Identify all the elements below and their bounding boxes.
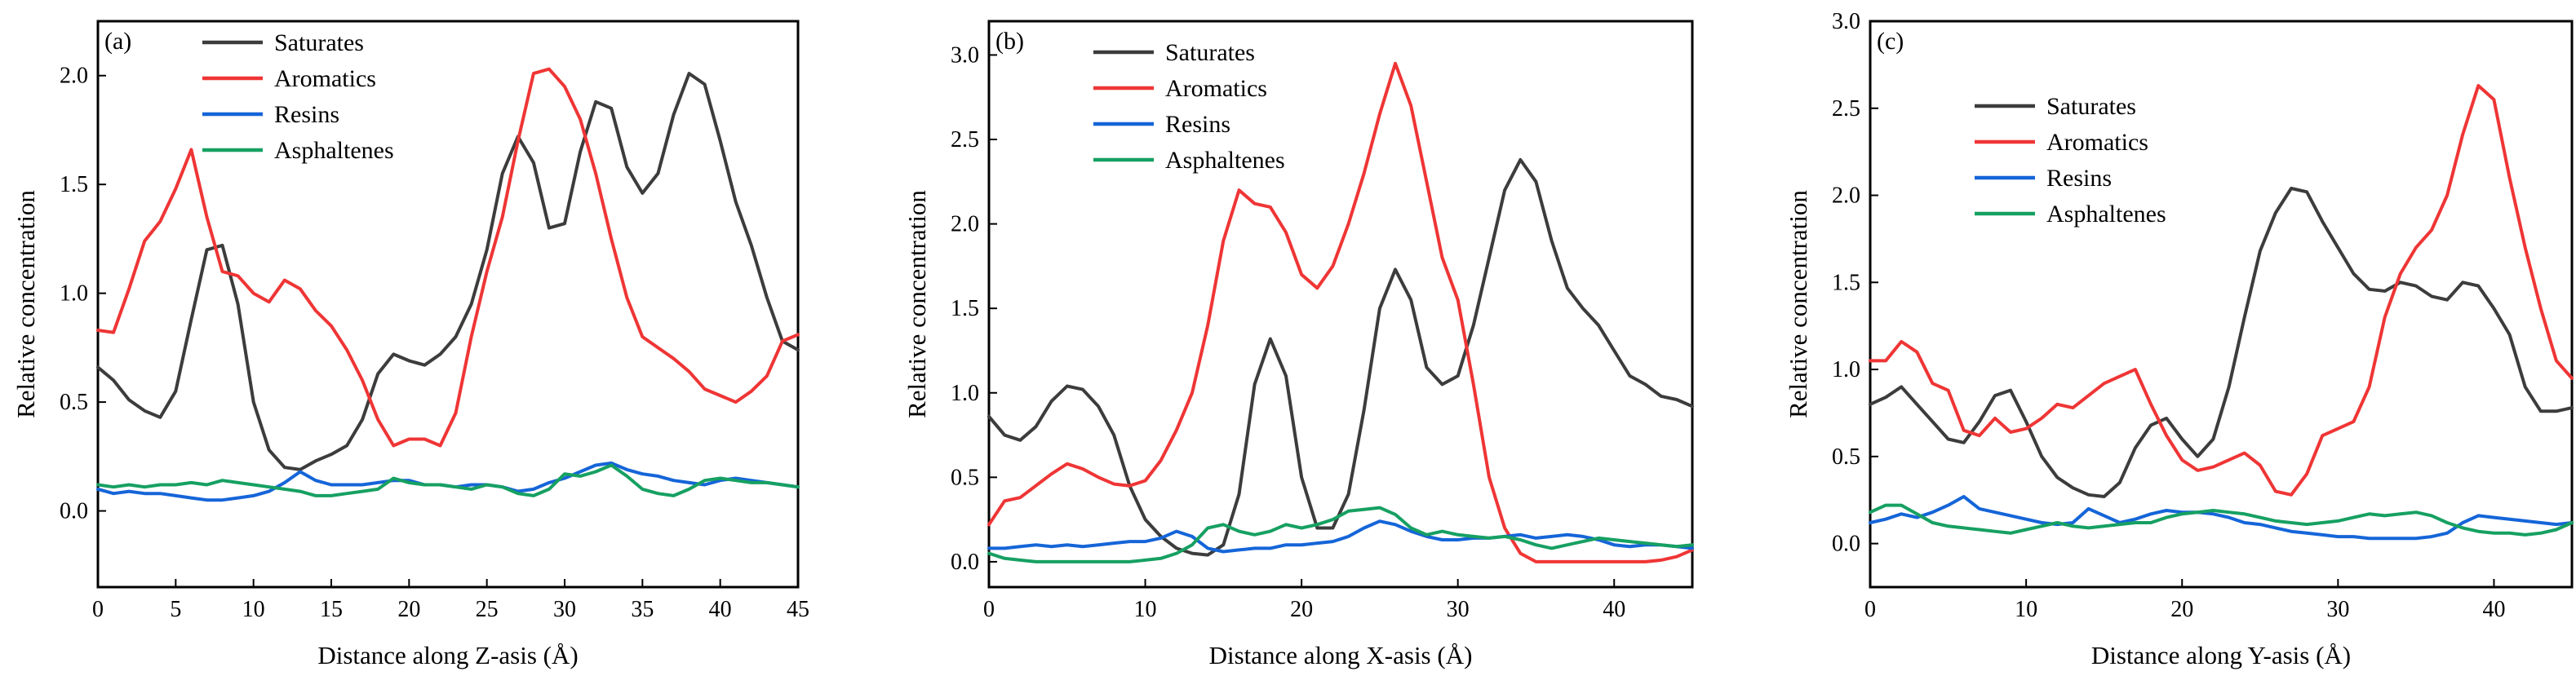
x-tick-label: 25 (476, 597, 499, 622)
x-tick-label: 40 (2482, 597, 2505, 622)
y-axis-label: Relative concentration (11, 190, 40, 418)
y-tick-label: 1.5 (60, 172, 88, 197)
y-tick-label: 1.5 (951, 296, 979, 321)
series-line-resins (96, 461, 800, 502)
series-line-saturates (96, 72, 800, 471)
y-tick-label: 1.0 (1832, 357, 1860, 382)
series-line-resins (1869, 495, 2574, 541)
y-tick-label: 0.0 (60, 499, 88, 524)
legend-label-saturates: Saturates (2046, 93, 2136, 120)
chart-panel-2: 0 10 20 30 40 0.0 0.5 1.0 1.5 2.0 2.5 3.0 Distance a… (902, 20, 1694, 669)
x-tick-label: 10 (1134, 597, 1157, 622)
y-tick-label: 3.0 (951, 42, 979, 68)
x-tick-label: 15 (320, 597, 343, 622)
series-line-asphaltenes (96, 463, 800, 497)
y-tick-label: 0.0 (1832, 532, 1860, 557)
legend-label-aromatics: Aromatics (274, 65, 376, 92)
x-tick-label: 20 (1290, 597, 1313, 622)
y-tick-label: 2.0 (1832, 183, 1860, 209)
series-line-aromatics (987, 61, 1694, 563)
series-line-saturates (987, 157, 1694, 557)
plot-frame (987, 20, 1694, 589)
legend-label-resins: Resins (274, 101, 339, 128)
panel-label: (a) (104, 28, 131, 55)
y-tick-label: 0.0 (951, 550, 979, 575)
y-tick-label: 2.5 (951, 127, 979, 152)
series-line-asphaltenes (987, 506, 1694, 563)
legend-label-saturates: Saturates (274, 29, 364, 56)
x-tick-label: 40 (709, 597, 732, 622)
x-tick-label: 0 (92, 597, 104, 622)
chart-panel-3: 0 10 20 30 40 0.0 0.5 1.0 1.5 2.0 2.5 3.0 Distance a… (1784, 9, 2574, 669)
x-axis-label: Distance along Y-asis (Å) (2091, 641, 2351, 669)
y-tick-label: 0.5 (951, 465, 979, 490)
y-tick-label: 3.0 (1832, 9, 1860, 34)
x-tick-label: 20 (2170, 597, 2193, 622)
y-tick-label: 2.0 (60, 64, 88, 89)
x-tick-label: 30 (1447, 597, 1470, 622)
chart-panel-1: 0 5 10 15 20 25 30 35 40 45 0.0 0.5 1.0 1.5 2.0 Distanc… (11, 20, 809, 669)
x-tick-label: 20 (397, 597, 420, 622)
panel-label: (c) (1877, 28, 1904, 55)
y-tick-label: 1.0 (60, 281, 88, 307)
y-tick-label: 2.0 (951, 212, 979, 237)
y-axis-label: Relative concentration (1784, 190, 1812, 418)
series-line-aromatics (96, 67, 800, 448)
y-tick-label: 0.5 (60, 390, 88, 415)
series-line-resins (987, 519, 1694, 554)
legend-label-aromatics: Aromatics (1165, 75, 1267, 102)
x-tick-label: 10 (242, 597, 265, 622)
plot-frame (1869, 20, 2574, 589)
x-axis-label: Distance along X-asis (Å) (1209, 641, 1473, 669)
x-tick-label: 0 (1864, 597, 1876, 622)
series-line-aromatics (1869, 84, 2574, 497)
legend-label-aromatics: Aromatics (2046, 129, 2148, 156)
series-line-saturates (1869, 187, 2574, 498)
plot-frame (96, 20, 800, 589)
y-tick-label: 1.0 (951, 381, 979, 406)
legend-label-asphaltenes: Asphaltenes (2046, 201, 2166, 228)
panel-label: (b) (995, 28, 1024, 55)
y-tick-label: 0.5 (1832, 444, 1860, 470)
series-line-asphaltenes (1869, 503, 2574, 537)
x-tick-label: 30 (553, 597, 576, 622)
x-tick-label: 30 (2326, 597, 2349, 622)
y-tick-label: 1.5 (1832, 270, 1860, 295)
y-tick-label: 2.5 (1832, 96, 1860, 121)
x-tick-label: 10 (2015, 597, 2037, 622)
x-axis-label: Distance along Z-asis (Å) (317, 641, 578, 669)
legend-label-saturates: Saturates (1165, 39, 1255, 66)
x-tick-label: 45 (787, 597, 809, 622)
x-tick-label: 40 (1603, 597, 1625, 622)
x-tick-label: 5 (170, 597, 181, 622)
y-axis-label: Relative concentration (902, 190, 931, 418)
legend-label-asphaltenes: Asphaltenes (274, 137, 394, 164)
legend-label-resins: Resins (2046, 165, 2112, 192)
x-tick-label: 0 (983, 597, 995, 622)
legend-label-resins: Resins (1165, 111, 1230, 138)
legend-label-asphaltenes: Asphaltenes (1165, 147, 1285, 174)
x-tick-label: 35 (631, 597, 654, 622)
